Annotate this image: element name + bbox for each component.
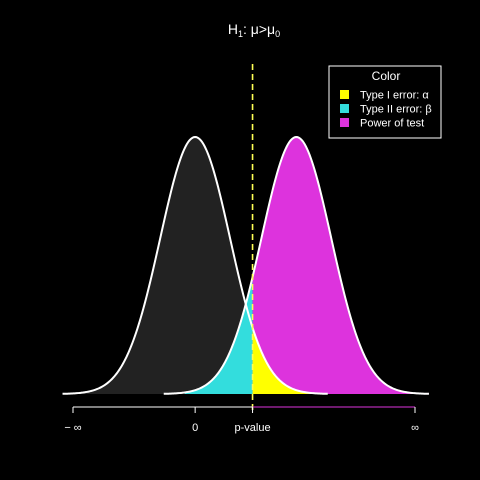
chart-title: H1: μ>μ0	[228, 21, 280, 39]
x-tick-label: p-value	[235, 422, 271, 434]
type2-error-area	[184, 277, 253, 394]
x-axis: − ∞ 0 p-value ∞	[64, 406, 419, 434]
legend-item-label: Power of test	[360, 118, 424, 130]
x-tick-label: 0	[192, 422, 198, 434]
legend-swatch	[340, 90, 349, 99]
plot-curves	[62, 135, 429, 395]
plot-areas	[62, 137, 429, 394]
type1-error-area	[252, 327, 328, 394]
power-area	[252, 137, 429, 394]
legend-swatch	[340, 118, 349, 127]
null-distribution-curve	[62, 135, 328, 395]
legend-item-label: Type II error: β	[360, 104, 432, 116]
legend-title: Color	[372, 69, 401, 83]
legend: Color Type I error: α Type II error: β Pow…	[328, 65, 442, 139]
x-tick-label: − ∞	[64, 422, 81, 434]
legend-item-label: Type I error: α	[360, 90, 429, 102]
alternative-distribution-curve	[163, 135, 429, 395]
null-distribution-area	[62, 137, 253, 394]
legend-swatch	[340, 104, 349, 113]
x-tick-label: ∞	[411, 422, 419, 434]
